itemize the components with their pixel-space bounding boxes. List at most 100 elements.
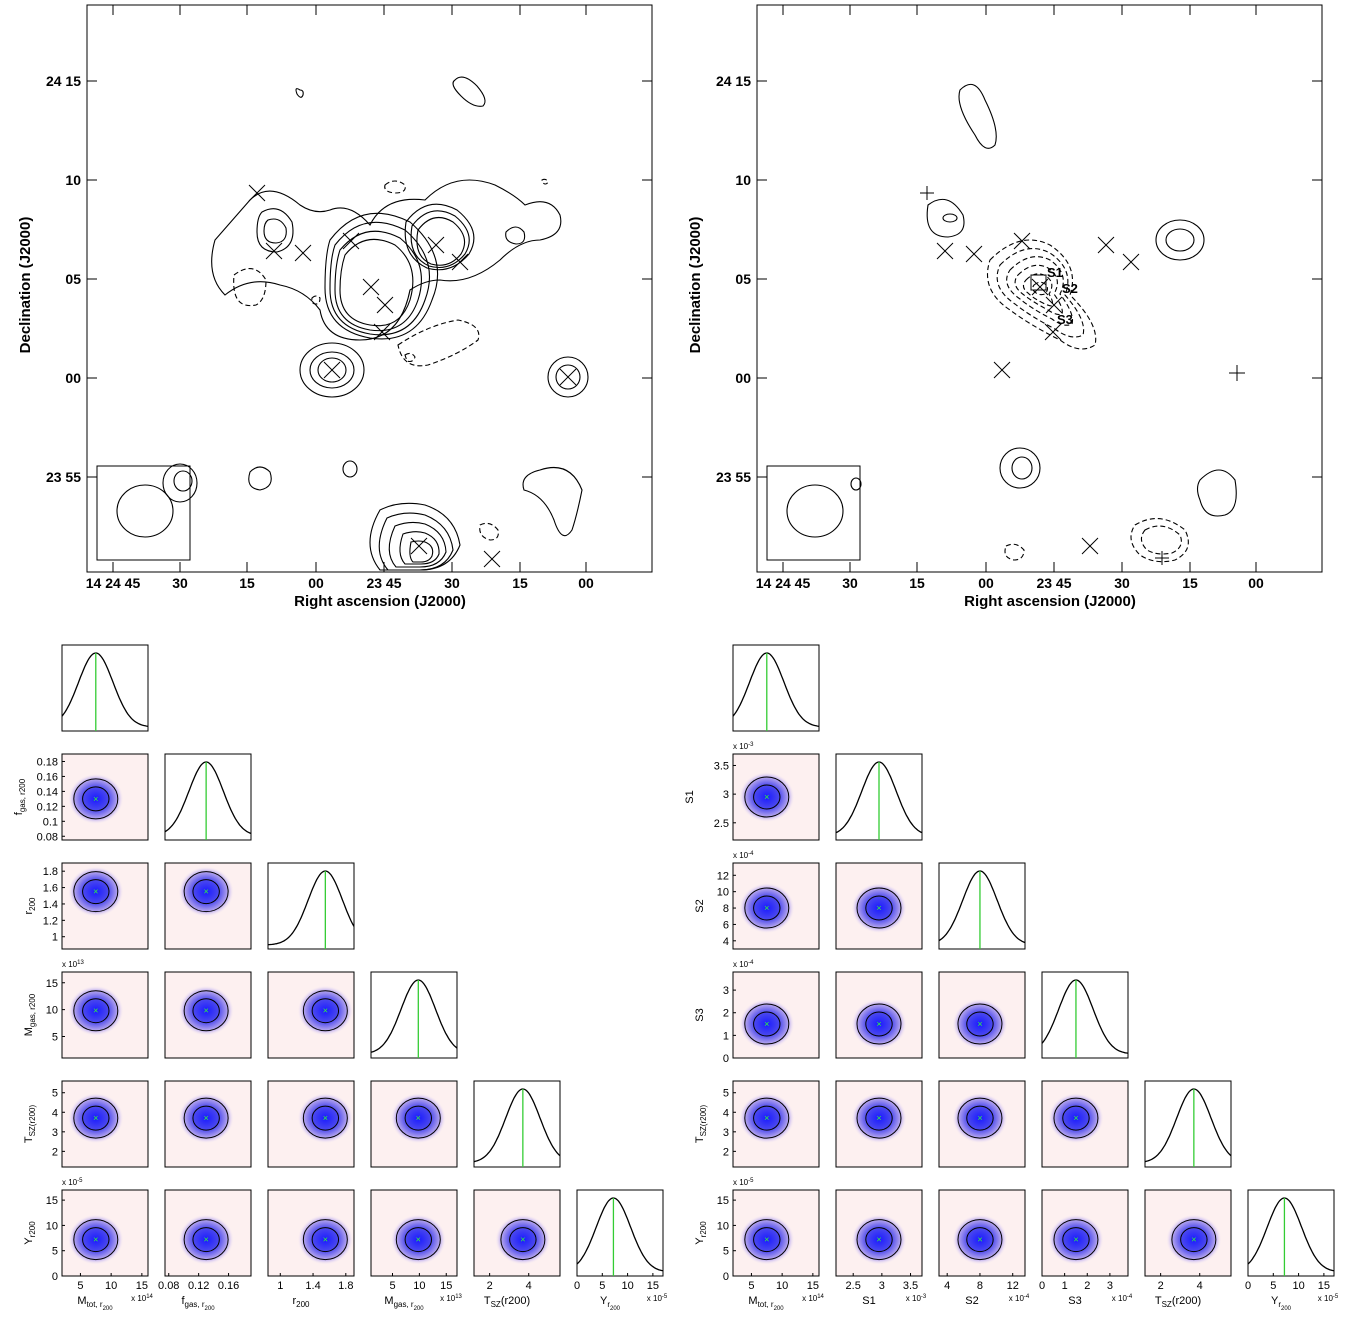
contour-68 — [753, 895, 781, 921]
density-fill — [178, 1093, 234, 1144]
y-tick-label: 3 — [723, 985, 729, 997]
x-tick-label: 2.5 — [846, 1280, 861, 1292]
x-tick-label: 0 — [1245, 1280, 1251, 1292]
mean-marker: × — [764, 1235, 769, 1245]
contour-map-right: 14 24 45 30 15 00 23 45 30 15 00 24 15 10 05 00 23 5… — [687, 4, 1323, 610]
joint-panel: × — [164, 971, 252, 1059]
mean-marker: × — [977, 1019, 982, 1029]
y-tick-label: 3 — [52, 1127, 58, 1139]
y-tick-label: 2.5 — [714, 818, 729, 830]
marginal-panel — [1041, 971, 1129, 1059]
y-axis-label: Yr200 — [23, 1221, 37, 1245]
y-tick-label: 0 — [723, 1053, 729, 1065]
contour-95 — [744, 1219, 790, 1261]
x-marker — [1081, 537, 1099, 555]
x-tick-label: 5 — [77, 1280, 83, 1292]
contour-68 — [753, 1227, 781, 1253]
contour-95 — [744, 1003, 790, 1045]
contour-95 — [73, 871, 119, 913]
mean-marker: × — [977, 1235, 982, 1245]
y-tick-label: 2 — [723, 1008, 729, 1020]
x-tick-label: 5 — [389, 1280, 395, 1292]
y-tick-label: 00 — [735, 370, 751, 386]
source-label-s1: S1 — [1047, 265, 1063, 280]
mean-marker: × — [520, 1235, 525, 1245]
y-tick-label: 0.12 — [37, 801, 58, 813]
x-axis-label: TSZ(r200) — [484, 1295, 530, 1309]
marginal-panel — [61, 644, 149, 732]
y-tick-label: 2 — [52, 1146, 58, 1158]
mean-marker: × — [93, 1113, 98, 1123]
y-tick-label: 4 — [723, 1107, 729, 1119]
map-right-xlabel: Right ascension (J2000) — [964, 593, 1136, 610]
density-fill — [1048, 1093, 1104, 1144]
plus-marker — [920, 186, 934, 200]
x-marker — [1013, 232, 1031, 250]
contour-95 — [744, 776, 790, 818]
x-tick-label: 1.4 — [305, 1280, 320, 1292]
joint-panel: × — [835, 971, 923, 1059]
mean-marker: × — [876, 1235, 881, 1245]
x-tick-label: 4 — [526, 1280, 532, 1292]
marginal-frame — [370, 971, 458, 1059]
joint-panel: × — [1041, 1080, 1129, 1168]
x-exponent: x 1014 — [802, 1294, 824, 1303]
marginal-panel — [835, 753, 923, 841]
density-fill — [1048, 1214, 1104, 1265]
mean-marker: × — [876, 903, 881, 913]
y-tick-label: 1.8 — [43, 866, 58, 878]
joint-panel: × 2 4 TSZ(r200) — [1144, 1189, 1232, 1309]
joint-panel: × — [835, 1080, 923, 1168]
joint-panel: × 0.08 0.1 0.12 0.14 0.16 0.18 fgas, r200 — [13, 753, 149, 843]
x-tick-label: 3 — [1107, 1280, 1113, 1292]
mean-marker: × — [93, 794, 98, 804]
source-markers-left — [248, 184, 577, 568]
x-tick-label: 15 — [512, 575, 528, 591]
y-tick-label: 0.14 — [37, 786, 58, 798]
y-tick-label: 1 — [52, 932, 58, 944]
marginal-frame — [732, 644, 820, 732]
x-marker — [373, 323, 391, 341]
x-axis-label: Mtot, r200 — [748, 1295, 784, 1312]
x-tick-label: 15 — [1318, 1280, 1330, 1292]
x-tick-label: 00 — [978, 575, 994, 591]
y-tick-label: 5 — [52, 1246, 58, 1258]
marginal-frame — [267, 862, 355, 950]
y-axis-label: TSZ(r200) — [23, 1105, 37, 1144]
x-tick-label: 30 — [444, 575, 460, 591]
y-tick-label: 24 15 — [46, 73, 81, 89]
y-exponent: x 10-4 — [733, 851, 754, 860]
mean-marker: × — [764, 1019, 769, 1029]
contour-68 — [311, 1227, 340, 1253]
contour-68 — [192, 1105, 220, 1131]
x-marker — [410, 537, 428, 555]
contour-95 — [957, 1219, 1003, 1261]
x-tick-label: 30 — [842, 575, 858, 591]
mean-marker: × — [416, 1235, 421, 1245]
x-tick-label: 0.16 — [218, 1280, 239, 1292]
contour-95 — [744, 1097, 790, 1139]
source-box-s1 — [1030, 274, 1047, 291]
x-exponent: x 10-4 — [1009, 1294, 1030, 1303]
y-tick-label: 0 — [52, 1271, 58, 1283]
x-exponent: x 10-4 — [1112, 1294, 1133, 1303]
x-marker — [294, 244, 312, 262]
density-fill — [178, 985, 234, 1036]
density-fill — [851, 1093, 907, 1144]
contour-95 — [73, 990, 119, 1032]
x-tick-label: 15 — [647, 1280, 659, 1292]
contour-95 — [856, 1003, 902, 1045]
posterior-curve — [267, 870, 355, 946]
beam-box-left — [96, 465, 191, 561]
marginal-frame — [61, 644, 149, 732]
contour-95 — [500, 1219, 546, 1261]
x-exponent: x 10-5 — [1318, 1294, 1339, 1303]
contour-68 — [82, 1105, 110, 1131]
x-axis-label: fgas, r200 — [181, 1295, 215, 1312]
contour-95 — [957, 1003, 1003, 1045]
density-fill — [68, 985, 124, 1036]
beam-ellipse-right — [786, 484, 844, 538]
x-marker — [265, 242, 283, 260]
